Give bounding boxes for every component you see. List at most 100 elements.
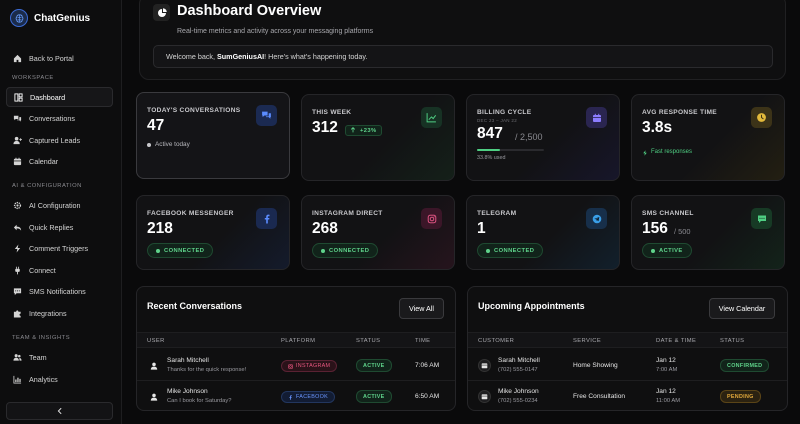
- customer-name: Sarah Mitchell: [498, 357, 540, 364]
- appointment-time: 11:00 AM: [656, 398, 681, 404]
- status-badge: ACTIVE: [356, 390, 392, 403]
- col-status: STATUS: [356, 338, 381, 344]
- message-time: 6:50 AM: [415, 393, 440, 400]
- card-todays-conversations[interactable]: TODAY'S CONVERSATIONS 47 Active today: [136, 92, 290, 179]
- collapse-sidebar-button[interactable]: [6, 402, 113, 420]
- dashboard-icon: [13, 92, 23, 102]
- card-value: 312: [312, 119, 338, 136]
- section-ai-configuration: AI & CONFIGURATION: [12, 183, 82, 189]
- panel-title: Recent Conversations: [147, 301, 243, 311]
- section-workspace: WORKSPACE: [12, 75, 54, 81]
- sidebar-item-label: Team: [29, 352, 47, 362]
- welcome-banner: Welcome back, SumGeniusAI! Here's what's…: [153, 45, 773, 68]
- fast-responses-note: Fast responses: [642, 143, 692, 161]
- app-name: ChatGenius: [34, 12, 91, 24]
- platform-badge: FACEBOOK: [281, 391, 336, 403]
- status-badge: ACTIVE: [356, 359, 392, 372]
- brand[interactable]: ChatGenius: [10, 9, 90, 27]
- bolt-icon: [12, 243, 22, 253]
- page-subtitle: Real-time metrics and activity across yo…: [177, 28, 374, 35]
- user-message: Thanks for the quick response!: [167, 367, 247, 373]
- card-label: BILLING CYCLE: [477, 109, 532, 116]
- puzzle-icon: [12, 308, 22, 318]
- card-label: SMS CHANNEL: [642, 210, 694, 217]
- sidebar-item-captured-leads[interactable]: Captured Leads: [6, 130, 113, 150]
- sidebar-item-dashboard[interactable]: Dashboard: [6, 87, 113, 107]
- sidebar-item-calendar[interactable]: Calendar: [6, 151, 113, 171]
- chat-bubbles-icon: [256, 105, 277, 126]
- card-label: TELEGRAM: [477, 210, 517, 217]
- service-name: Home Showing: [573, 362, 618, 369]
- plug-icon: [12, 265, 22, 275]
- sidebar-item-analytics[interactable]: Analytics: [6, 369, 113, 389]
- calendar-user-icon: [478, 390, 491, 403]
- sidebar-item-integrations[interactable]: Integrations: [6, 303, 113, 323]
- table-row[interactable]: Sarah Mitchell (702) 555-0147 Home Showi…: [468, 350, 787, 381]
- arrow-up-icon: [350, 126, 356, 135]
- section-team-insights: TEAM & INSIGHTS: [12, 335, 71, 341]
- dashboard-header: Dashboard Overview Real-time metrics and…: [139, 0, 786, 80]
- col-platform: PLATFORM: [281, 338, 316, 344]
- sidebar-item-team[interactable]: Team: [6, 347, 113, 367]
- card-sms-channel[interactable]: SMS CHANNEL 156 / 500 ACTIVE: [631, 195, 785, 270]
- col-service: SERVICE: [573, 338, 602, 344]
- card-label: THIS WEEK: [312, 109, 352, 116]
- card-telegram[interactable]: TELEGRAM 1 CONNECTED: [466, 195, 620, 270]
- clock-icon: [751, 107, 772, 128]
- user-icon: [147, 390, 160, 403]
- sms-icon: [12, 286, 22, 296]
- brain-logo-icon: [10, 9, 28, 27]
- sidebar-item-conversations[interactable]: Conversations: [6, 108, 113, 128]
- card-value: 218: [147, 220, 173, 237]
- bar-chart-icon: [12, 374, 22, 384]
- sms-icon: [751, 208, 772, 229]
- sidebar-item-comment-triggers[interactable]: Comment Triggers: [6, 238, 113, 258]
- back-label: Back to Portal: [29, 53, 74, 63]
- status-badge: ACTIVE: [642, 243, 692, 258]
- calendar-user-icon: [478, 359, 491, 372]
- gear-icon: [12, 200, 22, 210]
- card-this-week[interactable]: THIS WEEK 312 +23%: [301, 94, 455, 181]
- view-all-button[interactable]: View All: [399, 298, 444, 319]
- platform-text: FACEBOOK: [296, 394, 329, 400]
- view-calendar-button[interactable]: View Calendar: [709, 298, 775, 319]
- appointment-date: Jan 12: [656, 357, 676, 364]
- table-row[interactable]: Sarah Mitchell Thanks for the quick resp…: [137, 350, 455, 381]
- status-text: CONNECTED: [494, 247, 535, 254]
- sidebar-item-label: Analytics: [29, 374, 58, 384]
- sidebar-item-label: Quick Replies: [29, 222, 74, 232]
- sidebar-item-ai-configuration[interactable]: AI Configuration: [6, 195, 113, 215]
- note-text: Fast responses: [651, 149, 693, 155]
- sidebar-item-connect[interactable]: Connect: [6, 260, 113, 280]
- sidebar-item-label: AI Configuration: [29, 200, 81, 210]
- active-today-note: Active today: [147, 141, 190, 148]
- col-user: USER: [147, 338, 165, 344]
- back-to-portal-link[interactable]: Back to Portal: [6, 48, 113, 68]
- billing-progress-bar: [477, 149, 544, 151]
- team-icon: [12, 352, 22, 362]
- welcome-prefix: Welcome back,: [166, 52, 215, 61]
- facebook-icon: [256, 208, 277, 229]
- sidebar-item-label: Connect: [29, 265, 56, 275]
- sidebar-item-label: Integrations: [29, 308, 67, 318]
- card-facebook-messenger[interactable]: FACEBOOK MESSENGER 218 CONNECTED: [136, 195, 290, 270]
- card-label: INSTAGRAM DIRECT: [312, 210, 383, 217]
- sidebar-item-label: SMS Notifications: [29, 286, 86, 296]
- card-avg-response-time[interactable]: AVG RESPONSE TIME 3.8s Fast responses: [631, 94, 785, 181]
- welcome-username: SumGeniusAI: [217, 52, 265, 61]
- card-instagram-direct[interactable]: INSTAGRAM DIRECT 268 CONNECTED: [301, 195, 455, 270]
- card-value: 1: [477, 220, 486, 237]
- message-time: 7:06 AM: [415, 362, 440, 369]
- facebook-icon: [289, 394, 292, 400]
- sms-total: / 500: [674, 227, 691, 236]
- table-row[interactable]: Mike Johnson Can I book for Saturday? FA…: [137, 381, 455, 410]
- status-badge: PENDING: [720, 390, 761, 403]
- sidebar-item-quick-replies[interactable]: Quick Replies: [6, 217, 113, 237]
- instagram-icon: [288, 363, 293, 369]
- card-value: 268: [312, 220, 338, 237]
- recent-conversations-panel: Recent Conversations View All USER PLATF…: [136, 286, 456, 411]
- card-billing-cycle[interactable]: BILLING CYCLE DEC 23 – JAN 22 847 / 2,50…: [466, 94, 620, 181]
- table-row[interactable]: Mike Johnson (702) 555-0234 Free Consult…: [468, 381, 787, 410]
- sidebar-item-sms-notifications[interactable]: SMS Notifications: [6, 281, 113, 301]
- status-text: CONNECTED: [329, 247, 370, 254]
